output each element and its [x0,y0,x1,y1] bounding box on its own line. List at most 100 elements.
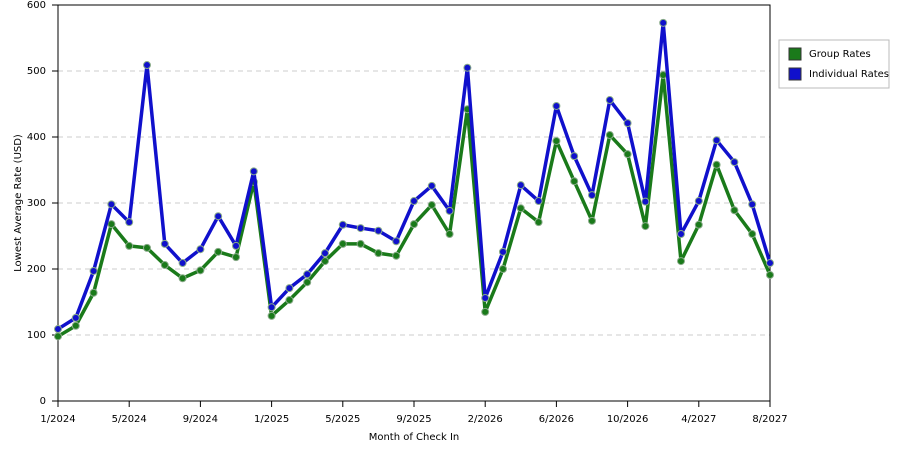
legend-swatch [788,67,802,81]
data-point [552,136,561,145]
data-point [605,96,614,105]
data-point [232,241,240,250]
x-tick-label: 4/2027 [681,414,716,425]
x-tick-label: 2/2026 [468,414,503,425]
y-tick-label: 300 [27,198,46,209]
data-point [107,200,116,209]
data-point [321,249,329,258]
data-point [267,311,276,320]
legend-box [778,39,890,89]
data-point [499,247,507,256]
series-line [57,21,772,331]
data-point [712,160,721,169]
data-point [338,220,347,229]
data-point [374,226,383,235]
data-point [214,247,223,256]
data-point [730,158,739,167]
data-point [410,197,418,206]
data-point [677,257,685,266]
data-point [71,321,80,330]
x-tick-label: 9/2024 [183,414,218,425]
data-point [748,230,757,239]
data-point [143,61,151,70]
data-point [71,313,80,322]
data-point [427,181,436,190]
data-point [267,303,276,312]
data-point [694,197,703,206]
data-point [125,218,134,227]
data-point [285,284,294,293]
data-point [54,332,62,341]
data-point [374,249,383,258]
x-tick-label: 8/2027 [752,414,787,425]
data-point [285,296,294,305]
data-point [659,18,668,27]
data-point [534,197,543,206]
legend-label: Group Rates [809,49,871,60]
data-point [588,191,596,200]
x-tick-label: 5/2024 [112,414,147,425]
data-point [125,241,134,250]
data-point [410,220,418,229]
data-point [160,239,169,248]
data-point [445,230,454,239]
data-point [534,218,543,227]
y-axis-label: Lowest Average Rate (USD) [13,134,24,272]
data-point [303,278,312,287]
data-point [766,270,774,279]
x-tick-label: 6/2026 [539,414,574,425]
data-point [499,265,507,273]
data-point [107,220,116,229]
data-point [641,197,650,206]
x-tick-label: 1/2025 [254,414,289,425]
y-tick-label: 0 [40,396,46,407]
data-point [623,119,632,128]
data-point [516,204,525,213]
y-tick-label: 400 [27,132,46,143]
data-point [445,206,454,215]
data-point [196,245,205,254]
legend-swatch [788,47,802,61]
data-point [303,270,312,279]
series-line [57,73,772,338]
data-point [570,177,579,186]
data-point [249,167,258,176]
data-point [570,152,579,161]
data-point [730,206,739,215]
data-point [588,216,596,225]
data-point [392,251,401,260]
data-point [605,131,614,140]
data-point [392,237,401,246]
data-point [356,239,365,248]
y-tick-label: 500 [27,66,46,77]
data-point [89,288,98,297]
legend-label: Individual Rates [809,69,889,80]
y-tick-label: 600 [27,0,46,11]
data-point [160,261,169,270]
data-point [552,101,561,110]
data-point [232,253,240,262]
data-point [677,230,685,239]
data-point [481,307,490,316]
data-point [143,243,151,252]
data-point [89,266,98,275]
data-point [427,200,436,209]
data-point [338,239,347,248]
data-point [712,136,721,145]
y-tick-label: 100 [27,330,46,341]
data-point [516,181,525,190]
x-tick-label: 10/2026 [607,414,649,425]
data-point [623,150,632,159]
data-point [196,266,205,275]
data-point [178,259,187,268]
data-point [766,259,774,268]
x-tick-label: 9/2025 [396,414,431,425]
data-point [214,212,223,221]
x-tick-label: 1/2024 [40,414,75,425]
y-tick-label: 200 [27,264,46,275]
x-axis-label: Month of Check In [369,432,460,443]
data-point [481,294,490,303]
data-point [356,224,365,233]
x-tick-label: 5/2025 [325,414,360,425]
